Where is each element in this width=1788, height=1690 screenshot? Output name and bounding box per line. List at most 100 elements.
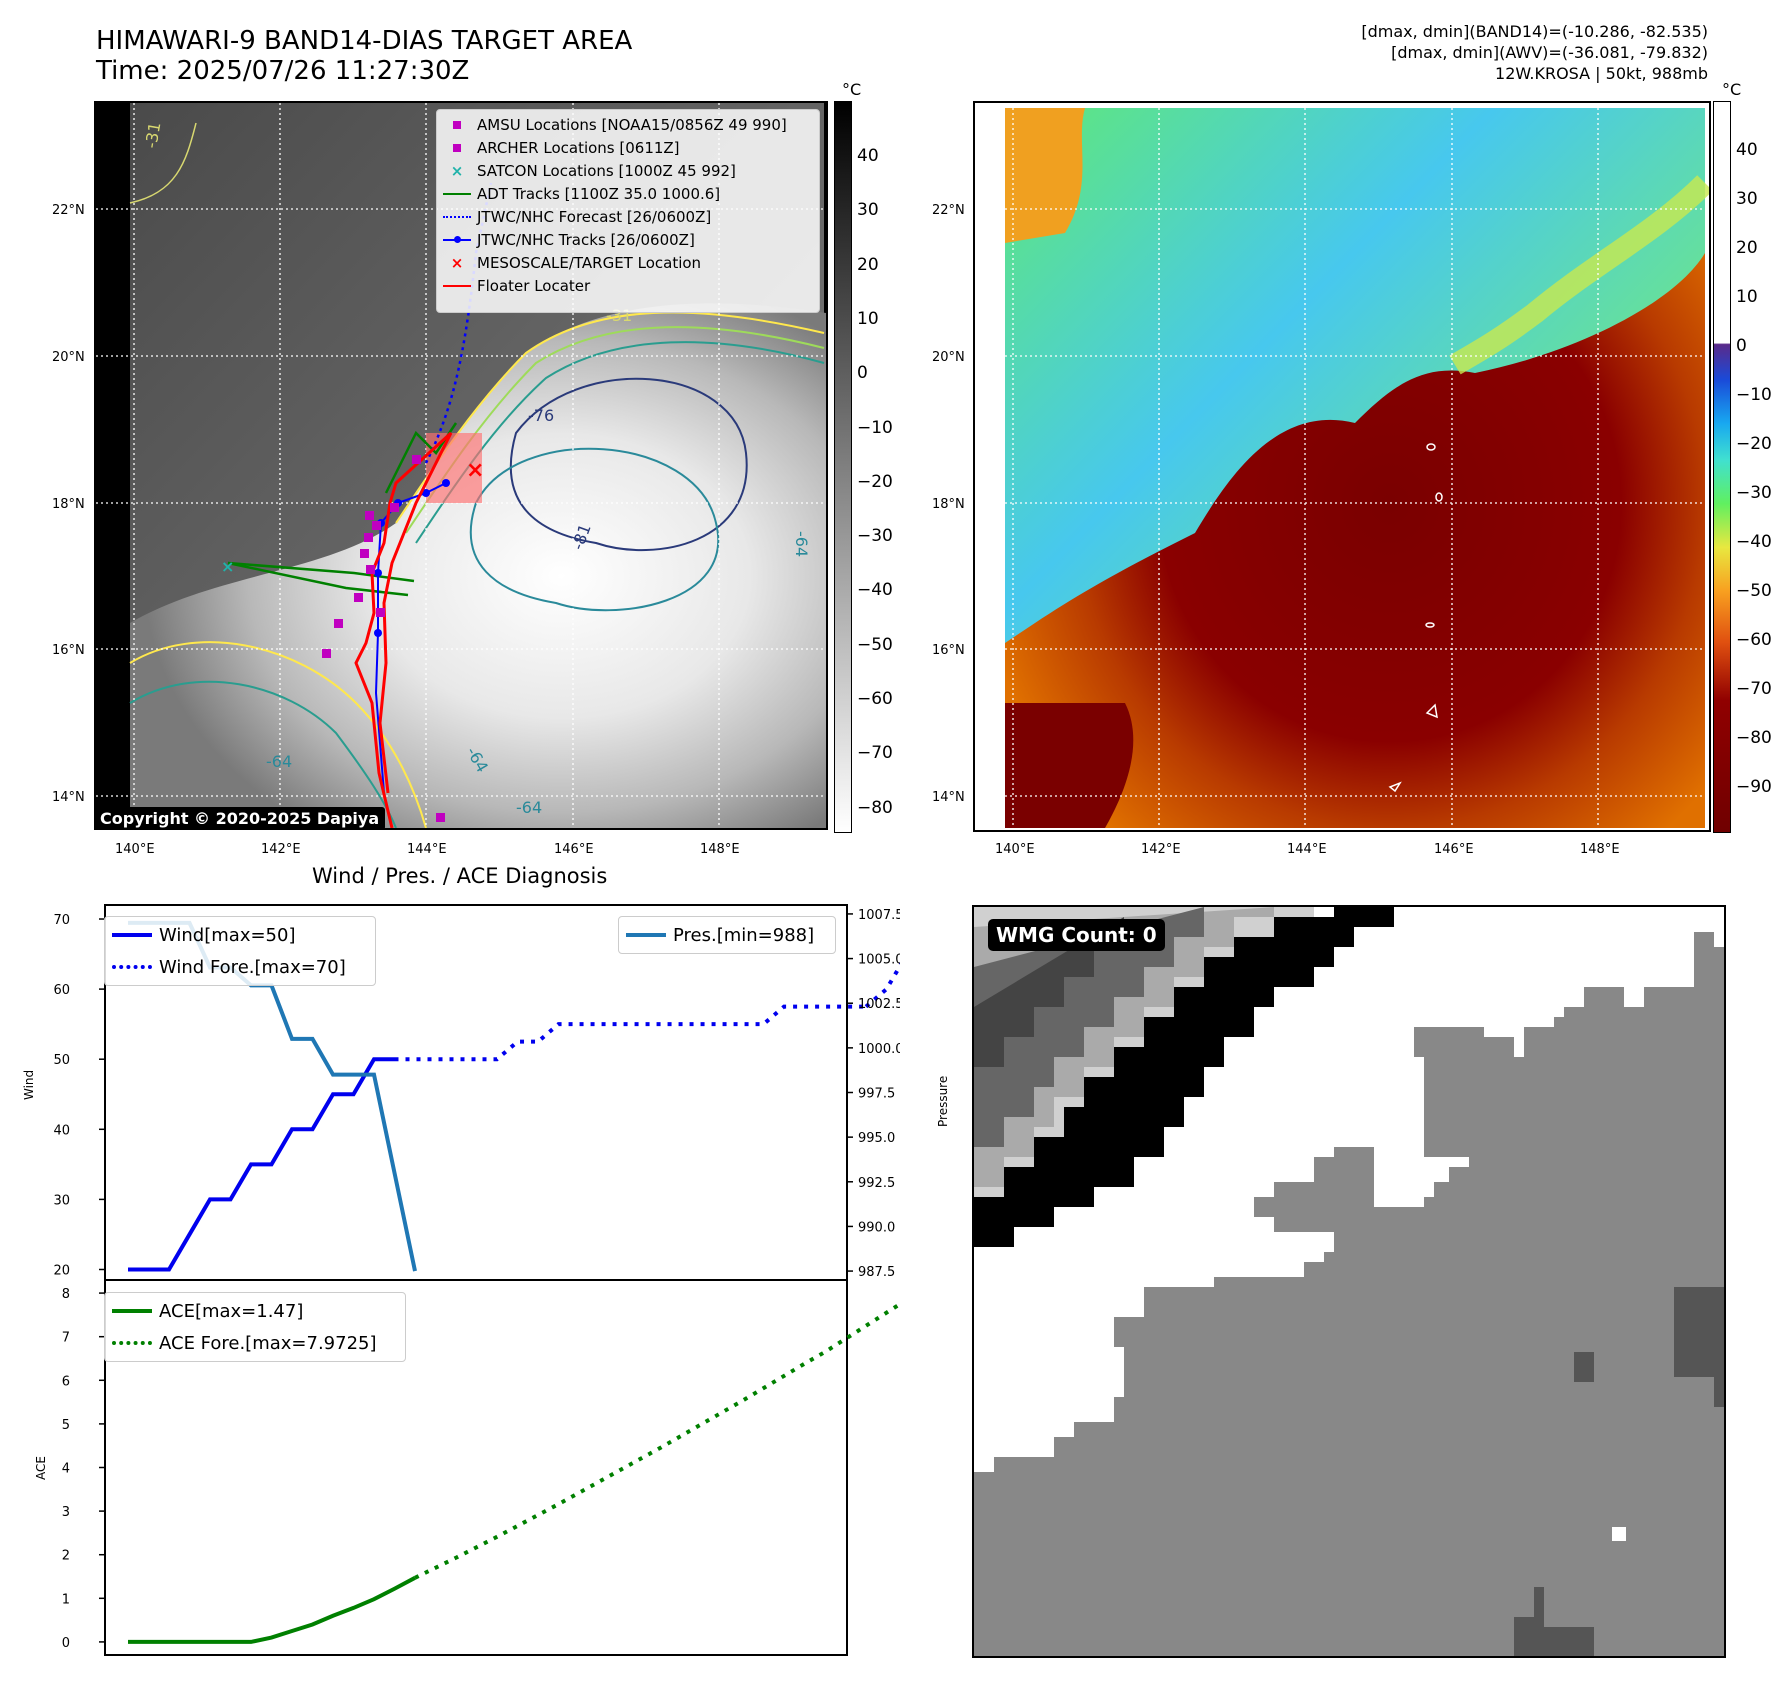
colorbar-tick: −80: [857, 797, 893, 818]
pressure-legend: Pres.[min=988]: [618, 916, 836, 954]
colorbar-tick: −20: [1736, 434, 1772, 454]
lon-label: 148°E: [700, 842, 740, 857]
colorbar-left: [834, 101, 852, 833]
lon-label: 144°E: [1287, 842, 1327, 857]
colorbar-tick: −40: [1736, 532, 1772, 552]
colorbar-tick: 0: [1736, 336, 1747, 356]
y-tick-label: 40: [53, 1123, 70, 1138]
legend-item: JTWC/NHC Tracks [26/0600Z]: [437, 228, 819, 251]
legend-item: ACE Fore.[max=7.9725]: [105, 1327, 405, 1359]
colorbar-left-unit: °C: [842, 80, 862, 99]
wmg-image: [974, 907, 1724, 1656]
awv-map-image: [975, 103, 1709, 830]
lat-label: 22°N: [932, 203, 965, 218]
lon-label: 140°E: [995, 842, 1035, 857]
wmg-panel: WMG Count: 0: [972, 905, 1726, 1658]
y-tick-label: 990.0: [858, 1220, 895, 1235]
contour-label: -64: [516, 798, 542, 817]
colorbar-tick: 10: [1736, 287, 1758, 307]
colorbar-tick: −50: [1736, 581, 1772, 601]
colorbar-tick: −20: [857, 471, 893, 492]
colorbar-tick: −70: [1736, 679, 1772, 699]
target-area-box: [426, 433, 482, 503]
y-tick-label: 987.5: [858, 1265, 895, 1280]
target-marker: ×: [466, 458, 484, 483]
lon-label: 148°E: [1580, 842, 1620, 857]
colorbar-tick: −40: [857, 580, 893, 601]
pressure-ylabel: Pressure: [936, 1075, 950, 1127]
lon-label: 144°E: [407, 842, 447, 857]
legend-item: × SATCON Locations [1000Z 45 992]: [450, 161, 736, 180]
y-tick-label: 3: [62, 1505, 70, 1520]
colorbar-right-unit: °C: [1722, 80, 1742, 99]
colorbar-tick: −70: [857, 743, 893, 764]
colorbar-tick: −30: [857, 526, 893, 547]
lat-label: 18°N: [932, 497, 965, 512]
y-tick-label: 1005.0: [858, 953, 900, 968]
colorbar-tick: −60: [1736, 630, 1772, 650]
colorbar-tick: −50: [857, 634, 893, 655]
y-tick-label: 20: [53, 1263, 70, 1278]
lon-label: 146°E: [554, 842, 594, 857]
awv-map-panel: [973, 101, 1711, 832]
legend-item: × MESOSCALE/TARGET Location: [450, 253, 702, 272]
info-awv: [dmax, dmin](AWV)=(-36.081, -79.832): [1391, 43, 1708, 62]
series-line: [414, 1301, 900, 1580]
y-tick-label: 1007.5: [858, 908, 900, 923]
legend-item: Pres.[min=988]: [619, 919, 835, 951]
y-tick-label: 2: [62, 1549, 70, 1564]
series-line: [394, 1004, 866, 1062]
legend-item: ARCHER Locations [0611Z]: [437, 136, 819, 159]
contour-label: -64: [792, 531, 811, 557]
lat-label: 14°N: [52, 790, 85, 805]
legend-item: Wind Fore.[max=70]: [105, 951, 375, 983]
y-tick-label: 70: [53, 913, 70, 928]
ir-map-panel: -76 -81 -64 -64 -64 -64 -31 -31: [94, 101, 828, 830]
colorbar-tick: 10: [857, 308, 879, 329]
y-tick-label: 7: [62, 1331, 70, 1346]
copyright: Copyright © 2020-2025 Dapiya: [96, 807, 386, 828]
y-tick-label: 30: [53, 1193, 70, 1208]
diagnosis-title: Wind / Pres. / ACE Diagnosis: [312, 864, 608, 888]
y-tick-label: 1: [62, 1592, 70, 1607]
info-storm: 12W.KROSA | 50kt, 988mb: [1495, 64, 1708, 83]
colorbar-tick: 20: [857, 254, 879, 275]
series-line: [864, 962, 900, 1009]
y-tick-label: 1002.5: [858, 997, 900, 1012]
map-legend: AMSU Locations [NOAA15/0856Z 49 990] ARC…: [436, 109, 820, 313]
colorbar-tick: −10: [857, 417, 893, 438]
colorbar-right: [1713, 101, 1731, 833]
y-tick-label: 8: [62, 1287, 70, 1302]
floater-locater: [354, 431, 453, 828]
lon-label: 146°E: [1434, 842, 1474, 857]
lat-label: 16°N: [932, 643, 965, 658]
y-tick-label: 997.5: [858, 1087, 895, 1102]
jtwc-forecast-track: [424, 182, 493, 464]
lon-label: 142°E: [261, 842, 301, 857]
colorbar-tick: −60: [857, 689, 893, 709]
y-tick-label: 995.0: [858, 1131, 895, 1146]
y-tick-label: 4: [62, 1462, 70, 1477]
wind-legend: Wind[max=50] Wind Fore.[max=70]: [104, 916, 376, 986]
y-tick-label: 992.5: [858, 1176, 895, 1191]
contour-label: -31: [141, 121, 164, 150]
legend-item: ADT Tracks [1100Z 35.0 1000.6]: [437, 182, 819, 205]
colorbar-tick: −80: [1736, 728, 1772, 748]
lat-label: 22°N: [52, 203, 85, 218]
y-tick-label: 5: [62, 1418, 70, 1433]
wmg-count-badge: WMG Count: 0: [988, 919, 1165, 951]
lat-label: 14°N: [932, 790, 965, 805]
y-tick-label: 60: [53, 983, 70, 998]
lat-label: 20°N: [52, 350, 85, 365]
lon-label: 140°E: [115, 842, 155, 857]
colorbar-tick: −90: [1736, 777, 1772, 797]
colorbar-tick: 30: [857, 200, 879, 221]
amsu-archer-locations: [322, 455, 445, 822]
ace-legend: ACE[max=1.47] ACE Fore.[max=7.9725]: [104, 1292, 406, 1362]
lat-label: 18°N: [52, 497, 85, 512]
colorbar-tick: 40: [1736, 140, 1758, 160]
lon-label: 142°E: [1141, 842, 1181, 857]
chart-title: HIMAWARI-9 BAND14-DIAS TARGET AREA: [96, 26, 633, 56]
lat-label: 16°N: [52, 643, 85, 658]
series-line: [128, 1576, 416, 1644]
